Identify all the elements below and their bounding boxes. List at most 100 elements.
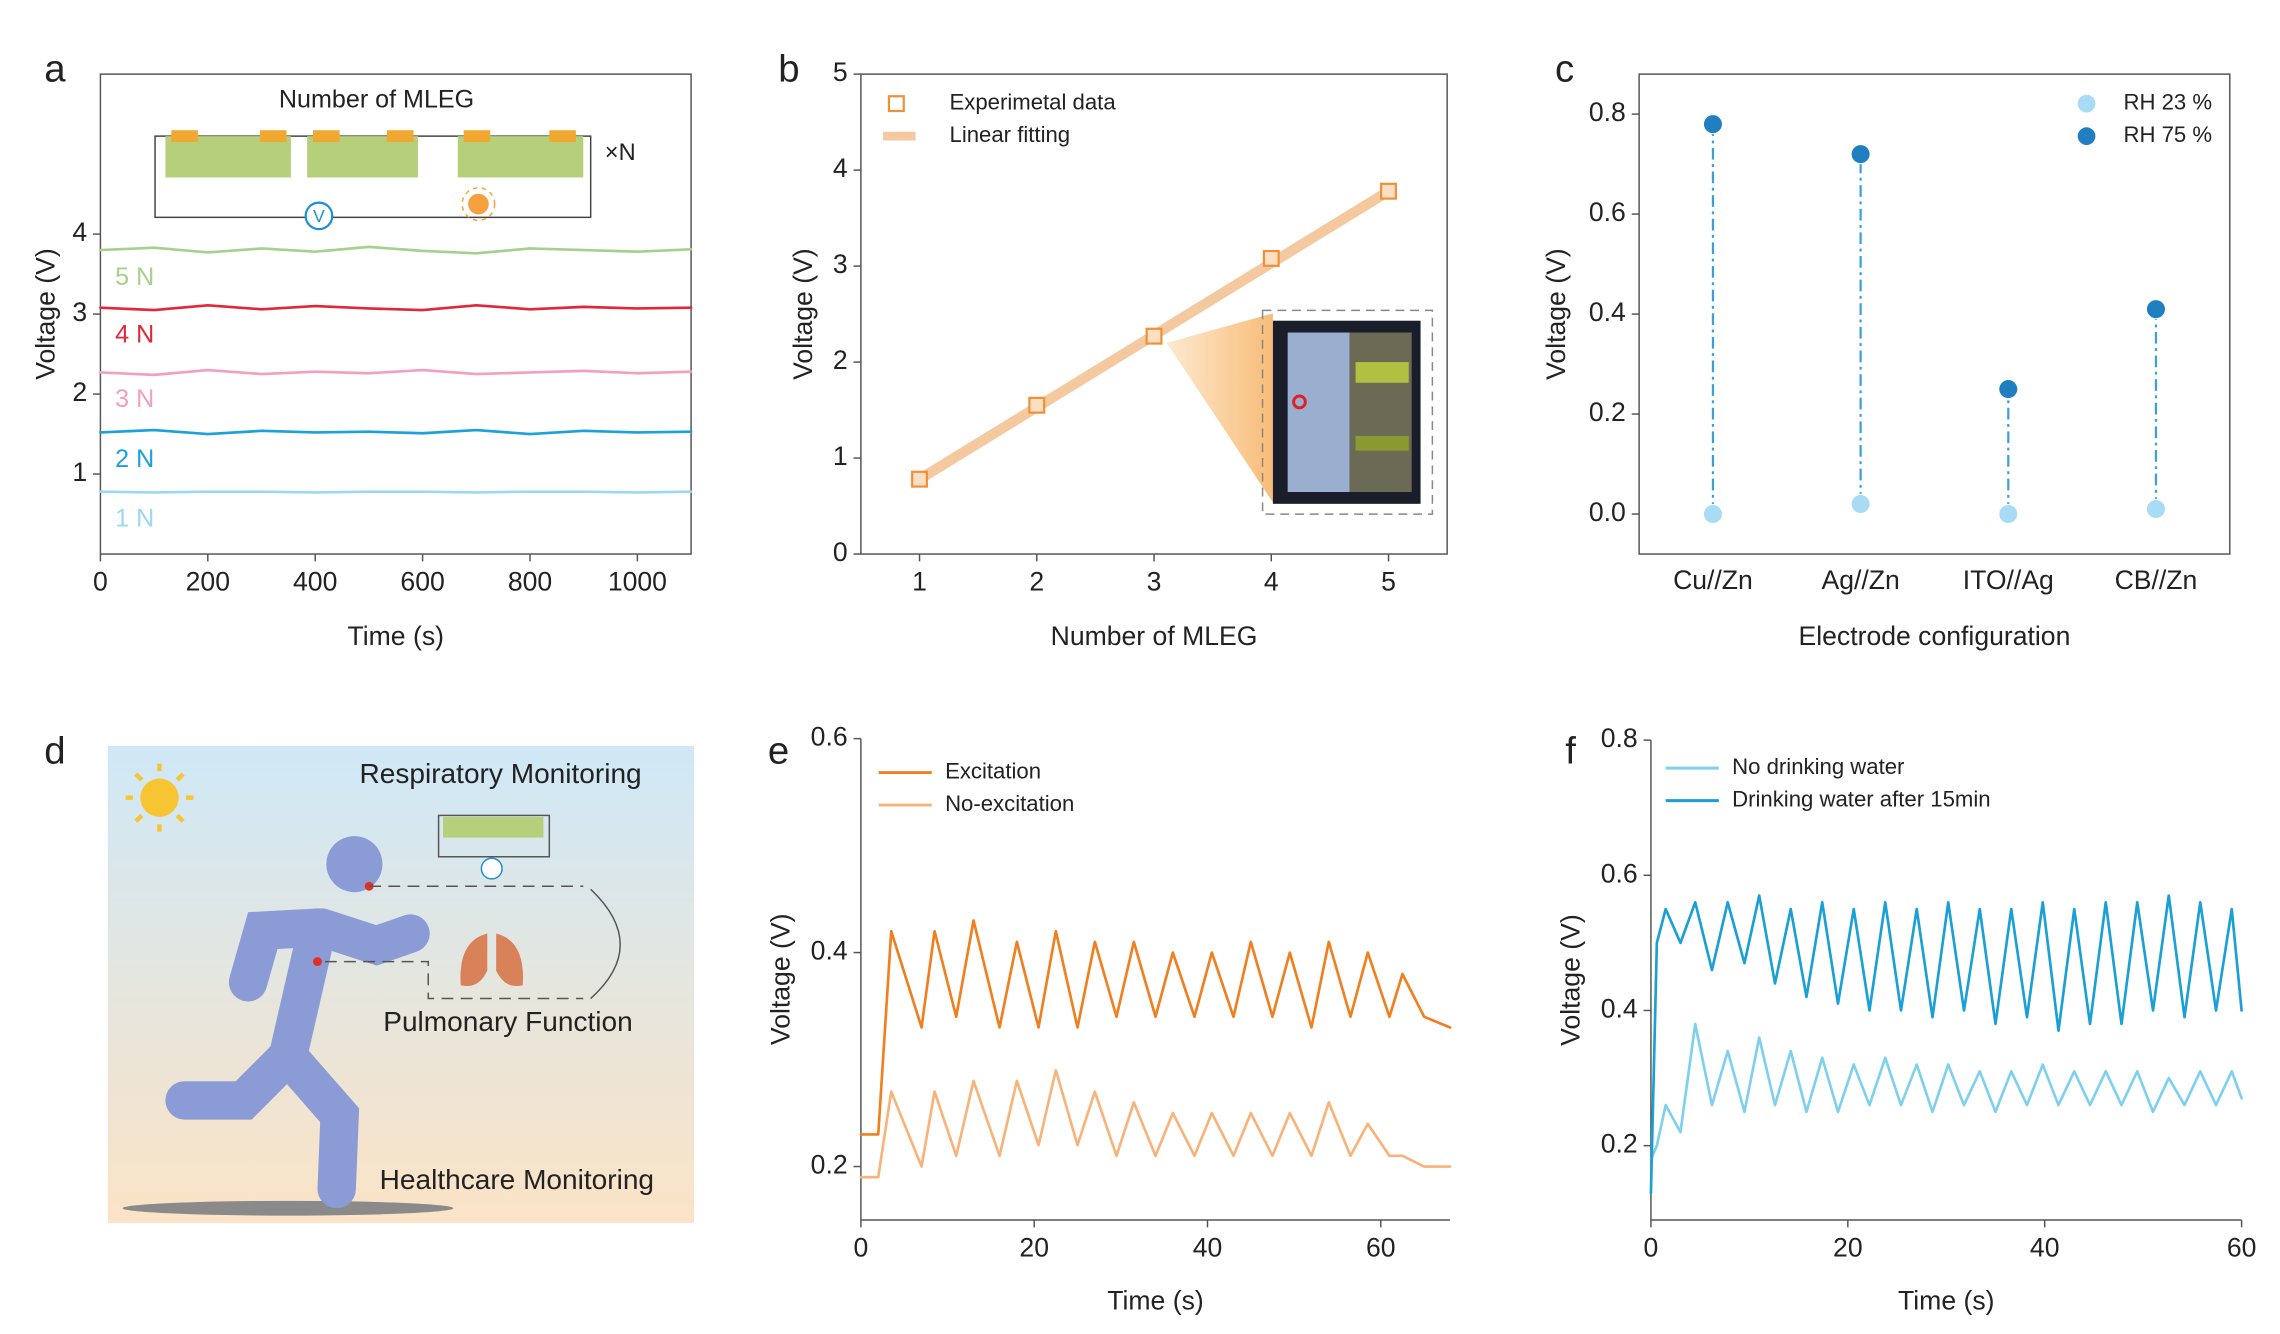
x-tick-label: 600 — [400, 567, 444, 597]
x-tick-label: 60 — [2227, 1233, 2257, 1263]
x-tick-label: Cu//Zn — [1673, 565, 1753, 595]
series-line — [1649, 894, 2243, 1195]
series-label: 4 N — [115, 320, 154, 348]
panel: e 0.2 0.4 0.6 0 20 40 60 Time (s) Voltage (V) Exci… — [766, 722, 1452, 1316]
y-tick-label: 1 — [72, 457, 87, 487]
dot — [1702, 113, 1724, 135]
x-axis-label: Electrode configuration — [1799, 621, 2071, 651]
panel: a 1 2 3 4 0 200 400 600 800 1000 Time (s) Voltage (V… — [30, 47, 693, 651]
y-axis-label: Voltage (V) — [1541, 248, 1571, 380]
y-axis-label: Voltage (V) — [1556, 914, 1586, 1046]
y-tick-label: 0.6 — [1601, 858, 1638, 888]
series-line — [99, 368, 693, 377]
circuit-inset: Number of MLEG ×N V — [154, 85, 636, 231]
legend-label: Experimetal data — [950, 89, 1117, 114]
legend-label: Linear fitting — [950, 122, 1071, 147]
dot — [1998, 378, 2019, 400]
legend-marker — [2077, 127, 2096, 145]
panel-label: f — [1565, 730, 1576, 773]
marker — [1262, 249, 1280, 267]
y-tick-label: 1 — [833, 441, 848, 471]
x-tick-label: 60 — [1366, 1233, 1396, 1263]
x-tick-label: 1 — [912, 567, 927, 597]
x-axis-label: Time (s) — [1107, 1286, 1203, 1316]
series-line — [99, 303, 693, 312]
marker — [1380, 182, 1398, 200]
y-tick-label: 0.6 — [811, 722, 848, 752]
panel-label: d — [44, 730, 65, 773]
y-tick-label: 3 — [833, 249, 848, 279]
y-axis-label: Voltage (V) — [788, 248, 818, 379]
y-tick-label: 0.2 — [1601, 1129, 1638, 1159]
x-axis-label: Time (s) — [1898, 1286, 1994, 1316]
x-tick-label: 40 — [1193, 1233, 1223, 1263]
marker — [911, 470, 929, 488]
x-tick-label: 3 — [1147, 567, 1162, 597]
annotation: ×N — [605, 140, 636, 166]
dot — [1850, 493, 1871, 515]
legend-label: RH 23 % — [2123, 89, 2212, 114]
y-tick-label: 5 — [833, 57, 848, 87]
series-label: 1 N — [115, 504, 154, 532]
panel-label: a — [44, 47, 66, 90]
legend-marker — [2077, 94, 2096, 113]
annotation: Number of MLEG — [279, 85, 474, 113]
y-tick-label: 0.8 — [1601, 723, 1638, 753]
series-line — [99, 245, 693, 255]
y-tick-label: 0.2 — [811, 1150, 848, 1180]
legend-label: No drinking water — [1732, 754, 1904, 779]
panel: f 0.2 0.4 0.6 0.8 0 20 40 60 Time (s) Voltage (V) N… — [1556, 723, 2257, 1316]
series-line — [1649, 1022, 2243, 1161]
x-tick-label: CB//Zn — [2115, 565, 2198, 595]
series-label: 2 N — [115, 445, 154, 473]
legend-label: No-excitation — [945, 791, 1074, 816]
x-tick-label: Ag//Zn — [1821, 565, 1899, 595]
series-line — [99, 490, 693, 494]
y-axis-label: Voltage (V) — [30, 248, 60, 380]
x-tick-label: 0 — [93, 567, 108, 597]
legend-label: Drinking water after 15min — [1732, 786, 1990, 811]
y-tick-label: 0.4 — [811, 936, 848, 966]
series-line — [99, 428, 693, 436]
x-tick-label: 400 — [293, 567, 337, 597]
x-tick-label: 4 — [1264, 567, 1279, 597]
panel: b 0 1 2 3 4 5 1 2 3 4 5 Number of MLEG Voltage (V) Exp… — [778, 47, 1448, 651]
x-tick-label: 0 — [854, 1233, 869, 1263]
x-tick-label: 800 — [508, 567, 552, 597]
series-line — [859, 919, 1452, 1136]
dot — [1998, 503, 2019, 525]
y-tick-label: 0 — [833, 537, 848, 567]
y-axis-label: Voltage (V) — [766, 914, 796, 1046]
legend-label: Excitation — [945, 758, 1041, 783]
y-tick-label: 0.8 — [1589, 97, 1626, 127]
series-label: 5 N — [115, 263, 154, 291]
axis-line — [1650, 740, 2242, 1221]
y-tick-label: 0.6 — [1589, 197, 1626, 227]
y-tick-label: 2 — [72, 377, 87, 407]
y-tick-label: 4 — [72, 217, 87, 247]
x-tick-label: 20 — [1019, 1233, 1049, 1263]
series-line — [859, 1068, 1452, 1179]
x-tick-label: 200 — [186, 567, 230, 597]
y-tick-label: 0.0 — [1589, 497, 1626, 527]
y-tick-label: 0.4 — [1601, 993, 1638, 1023]
panel: c 0.0 0.2 0.4 0.6 0.8 Cu//Zn Ag//Zn ITO//Ag CB//Z… — [1541, 47, 2231, 651]
marker — [1028, 396, 1046, 414]
x-tick-label: 1000 — [608, 567, 667, 597]
x-tick-label: 20 — [1833, 1233, 1863, 1263]
illustration-label: Healthcare Monitoring — [380, 1164, 654, 1195]
y-tick-label: 0.2 — [1589, 397, 1626, 427]
x-tick-label: 0 — [1644, 1233, 1659, 1263]
legend-label: RH 75 % — [2123, 122, 2212, 147]
legend-marker — [887, 95, 905, 113]
panel-label: c — [1555, 47, 1574, 90]
annotation: V — [313, 206, 325, 226]
x-axis-label: Number of MLEG — [1051, 621, 1258, 651]
x-axis-label: Time (s) — [348, 621, 444, 651]
dot — [2145, 298, 2167, 320]
x-tick-label: ITO//Ag — [1963, 565, 2054, 595]
dot — [1850, 143, 1871, 165]
x-tick-label: 2 — [1029, 567, 1044, 597]
